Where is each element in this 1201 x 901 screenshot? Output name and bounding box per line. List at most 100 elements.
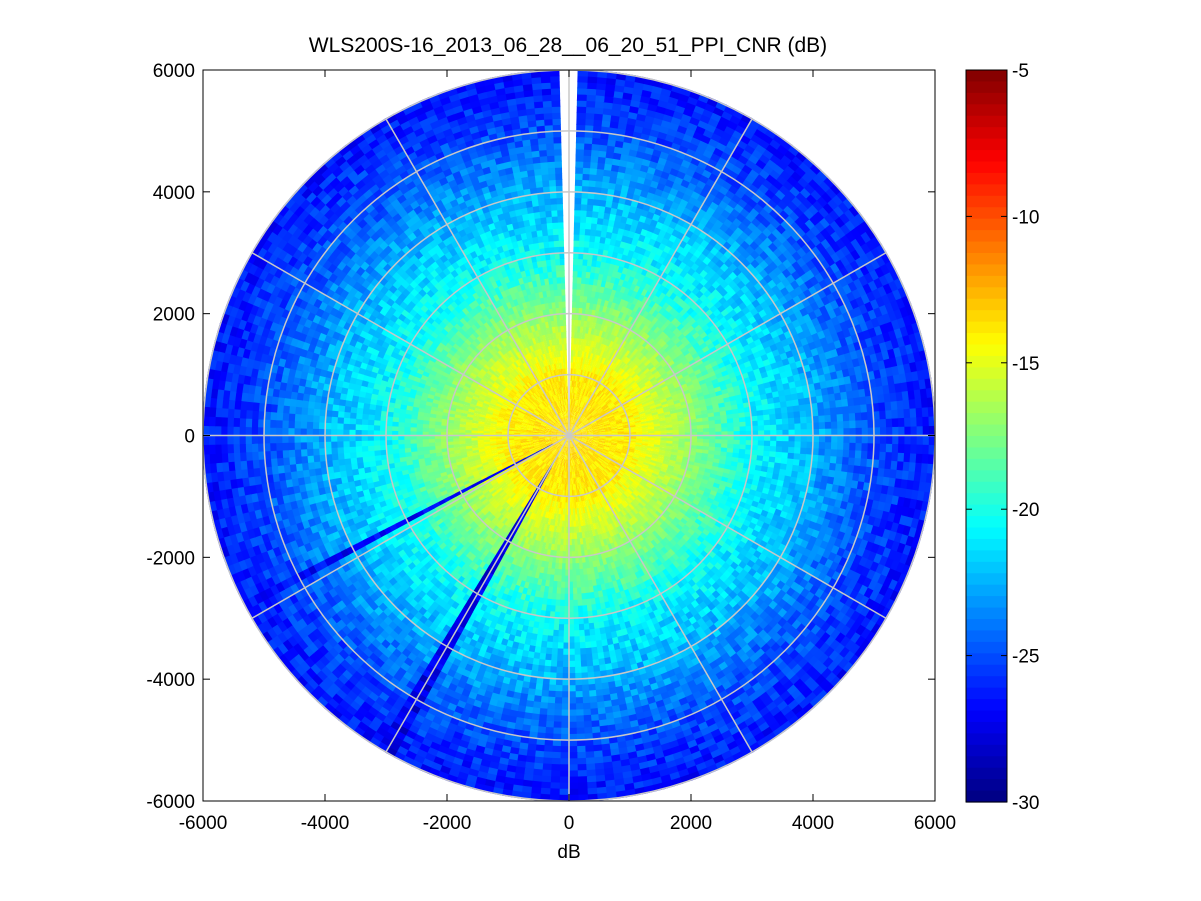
cnr-cell <box>562 417 565 425</box>
cnr-cell <box>561 425 566 431</box>
cnr-cell <box>546 459 552 466</box>
cnr-cell <box>544 432 551 434</box>
cnr-cell <box>550 436 557 438</box>
cnr-cell <box>573 427 580 432</box>
cnr-cell <box>551 427 558 431</box>
cnr-cell <box>590 421 598 425</box>
cnr-cell <box>579 400 584 408</box>
cnr-cell <box>563 417 566 424</box>
cnr-cell <box>549 454 555 461</box>
cnr-cell <box>540 410 547 416</box>
cnr-cell <box>571 453 574 461</box>
cnr-cell <box>557 430 564 434</box>
cnr-cell <box>584 421 591 426</box>
cnr-cell <box>593 438 601 440</box>
cnr-cell <box>564 459 567 467</box>
cnr-cell <box>576 464 579 472</box>
cnr-cell <box>583 454 589 461</box>
cnr-cell <box>570 416 572 424</box>
cnr-cell <box>533 445 541 449</box>
cnr-cell <box>570 423 573 430</box>
cnr-cell <box>558 439 565 444</box>
cnr-cell <box>571 459 574 467</box>
cnr-cell <box>570 416 573 424</box>
cnr-cell <box>548 403 554 410</box>
cnr-cell <box>598 424 606 428</box>
cnr-cell <box>581 436 588 438</box>
cnr-cell <box>599 430 607 433</box>
cnr-cell <box>580 428 587 432</box>
cnr-cell <box>535 418 542 423</box>
cnr-cell <box>563 398 565 406</box>
cnr-cell <box>577 406 581 413</box>
cnr-cell <box>567 428 569 436</box>
cnr-cell <box>587 430 594 433</box>
cnr-cell <box>556 400 560 407</box>
cnr-cell <box>573 446 576 454</box>
cnr-cell <box>551 427 558 431</box>
cnr-cell <box>452 426 460 430</box>
cnr-cell <box>587 405 593 412</box>
cnr-cell <box>551 426 559 431</box>
cnr-cell <box>582 419 589 424</box>
cnr-cell <box>560 405 564 412</box>
cnr-cell <box>554 414 559 421</box>
cnr-cell <box>575 405 578 413</box>
cnr-cell <box>563 459 566 467</box>
cnr-cell <box>567 422 569 430</box>
cnr-cell <box>533 444 541 448</box>
cnr-cell <box>557 445 562 451</box>
cnr-cell <box>538 441 546 444</box>
cnr-cell <box>550 437 557 439</box>
cnr-cell <box>553 463 558 470</box>
cnr-cell <box>574 452 578 460</box>
cnr-cell <box>578 407 583 414</box>
cnr-cell <box>557 413 561 420</box>
cnr-cell <box>586 451 593 457</box>
cnr-cell <box>589 448 596 454</box>
cnr-cell <box>565 441 568 449</box>
cnr-cell <box>590 445 598 450</box>
cnr-cell <box>556 433 563 435</box>
cnr-cell <box>567 441 569 449</box>
cnr-cell <box>577 399 581 407</box>
cnr-cell <box>585 425 593 429</box>
cnr-cell <box>586 405 592 412</box>
cnr-cell <box>571 441 574 448</box>
cnr-cell <box>556 436 564 439</box>
cnr-cell <box>544 440 552 444</box>
cnr-cell <box>580 438 588 441</box>
cnr-cell <box>574 459 577 466</box>
cnr-cell <box>570 410 572 418</box>
cnr-cell <box>571 416 574 424</box>
cnr-cell <box>538 438 545 441</box>
cnr-cell <box>558 439 565 444</box>
cnr-cell <box>555 463 559 471</box>
cnr-cell <box>544 415 550 421</box>
cnr-cell <box>564 514 568 522</box>
cnr-cell <box>531 437 539 440</box>
cnr-cell <box>570 410 573 418</box>
cnr-cell <box>559 411 563 419</box>
cnr-cell <box>558 427 565 432</box>
cnr-cell <box>648 437 656 440</box>
cnr-cell <box>567 465 569 473</box>
cnr-cell <box>599 432 607 434</box>
cnr-cell <box>553 423 560 429</box>
cnr-cell <box>552 401 557 408</box>
cnr-cell <box>577 421 583 427</box>
cnr-cell <box>572 447 575 454</box>
cnr-cell <box>540 422 547 427</box>
cnr-cell <box>576 405 580 413</box>
cnr-cell <box>592 428 600 431</box>
cnr-cell <box>574 436 582 439</box>
cnr-cell <box>542 418 549 423</box>
cnr-cell <box>538 430 545 433</box>
cnr-cell <box>544 450 551 456</box>
cnr-cell <box>587 436 595 439</box>
cnr-cell <box>565 423 568 430</box>
cnr-cell <box>654 437 662 441</box>
cnr-cell <box>572 459 575 467</box>
cnr-cell <box>581 448 587 455</box>
cnr-cell <box>551 455 556 462</box>
